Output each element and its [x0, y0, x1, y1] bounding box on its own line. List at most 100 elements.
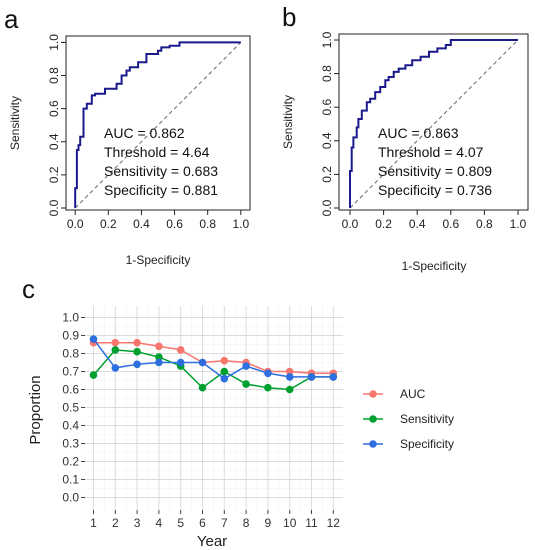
panel-b-y-tick-label: 0.0 [320, 199, 334, 216]
legend-label-sensitivity: Sensitivity [400, 412, 454, 426]
panel-b-auc-annotation: AUC = 0.863 [378, 125, 459, 141]
panel-a-y-tick-label: 0.6 [47, 100, 61, 117]
panel-c-x-tick-label: 10 [283, 516, 297, 530]
data-point-sensitivity [220, 367, 229, 376]
panel-c-y-tick-label: 1.0 [62, 311, 79, 325]
panel-c-y-tick-label: 0.8 [62, 347, 79, 361]
panel-a-x-tick-label: 0.0 [67, 217, 84, 231]
panel-c-x-tick-label: 6 [199, 516, 206, 530]
panel-a-y-tick-label: 0.8 [47, 67, 61, 84]
panel-b-y-tick-label: 1.0 [320, 31, 334, 48]
panel-b-x-tick-label: 0.8 [476, 217, 493, 231]
data-point-sensitivity [242, 380, 250, 388]
panel-c-y-tick-label: 0.5 [62, 401, 79, 415]
panel-a-y-tick-label: 0.0 [47, 199, 61, 216]
data-point-sensitivity [89, 371, 98, 379]
panel-c-series [89, 335, 338, 394]
data-point-auc [155, 342, 163, 351]
panel-a-label: a [4, 4, 19, 34]
panel-c-x-tick-label: 7 [221, 516, 228, 530]
panel-a-axes: 0.0 0.0 0.2 0.2 0.4 0.4 0.6 0.6 0.8 0.8 1.0 1.0 [47, 34, 249, 231]
panel-b-axes: 0.0 0.0 0.2 0.2 0.4 0.4 0.6 0.6 0.8 0.8 1.0 1.0 [320, 31, 527, 231]
panel-c-x-tick-label: 3 [134, 516, 141, 530]
data-point-sensitivity [198, 383, 207, 392]
panel-a-x-tick-label: 0.2 [100, 217, 117, 231]
panel-c-x-tick-label: 1 [90, 516, 97, 530]
panel-b-reference-diagonal [349, 39, 519, 209]
legend-key-marker-auc [369, 390, 377, 398]
panel-c-x-tick-label: 8 [243, 516, 250, 530]
panel-c: c 1 2 3 4 5 6 7 8 9 10 11 120.00.10.20.30.40.50.60.… [22, 274, 454, 550]
data-point-sensitivity [155, 353, 163, 361]
data-point-auc [220, 356, 229, 365]
data-point-specificity [307, 373, 316, 381]
panel-c-y-tick-label: 0.9 [62, 329, 79, 343]
data-point-auc [285, 367, 294, 376]
panel-b-y-tick-label: 0.4 [320, 132, 334, 149]
panel-b-threshold-annotation: Threshold = 4.07 [378, 144, 484, 160]
data-point-specificity [89, 335, 98, 343]
panel-c-x-tick-label: 12 [327, 516, 341, 530]
data-point-auc [176, 346, 185, 354]
legend-key-marker-sensitivity [369, 415, 377, 423]
panel-c-axes: 1 2 3 4 5 6 7 8 9 10 11 120.00.10.20.30.40.50.60.70… [62, 311, 340, 531]
panel-a-x-tick-label: 0.4 [133, 217, 150, 231]
panel-c-label: c [22, 274, 35, 304]
panel-a-y-axis-title: Sensitivity [8, 96, 22, 150]
data-point-specificity [264, 369, 272, 378]
panel-b-label: b [282, 2, 296, 32]
panel-c-y-tick-label: 0.3 [62, 437, 79, 451]
panel-b-roc-curve [349, 39, 518, 208]
panel-c-y-axis-title: Proportion [27, 375, 44, 444]
panel-b-x-tick-label: 0.2 [375, 217, 392, 231]
legend-key-marker-specificity [369, 440, 377, 448]
panel-a-y-tick-label: 0.4 [47, 133, 61, 150]
panel-a-x-axis-title: 1-Specificity [126, 253, 191, 267]
panel-a-x-tick-label: 0.6 [166, 217, 183, 231]
panel-a-x-tick-label: 0.8 [199, 217, 216, 231]
panel-b-plot-frame [338, 33, 529, 211]
panel-b-y-tick-label: 0.2 [320, 166, 334, 183]
data-point-sensitivity [285, 385, 294, 394]
panel-a-threshold-annotation: Threshold = 4.64 [104, 144, 210, 160]
panel-a-sensitivity-annotation: Sensitivity = 0.683 [104, 163, 218, 179]
data-point-auc [111, 338, 120, 347]
legend-label-specificity: Specificity [400, 437, 454, 451]
data-point-sensitivity [133, 347, 141, 356]
panel-b-x-tick-label: 0.0 [342, 217, 359, 231]
data-point-sensitivity [264, 383, 272, 392]
panel-a-x-tick-label: 1.0 [232, 217, 249, 231]
panel-a: a 0.0 0.0 0.2 0.2 0.4 0.4 0.6 0.6 0.8 0.8 1.0 1.0 1… [4, 4, 251, 267]
legend-label-auc: AUC [400, 387, 426, 401]
panel-b-x-tick-label: 0.6 [442, 217, 459, 231]
data-point-specificity [198, 358, 207, 367]
data-point-specificity [242, 362, 250, 370]
panel-c-y-tick-label: 0.1 [62, 473, 79, 487]
panel-b-specificity-annotation: Specificity = 0.736 [378, 182, 492, 198]
panel-c-y-tick-label: 0.4 [62, 419, 79, 433]
panel-a-auc-annotation: AUC = 0.862 [104, 125, 185, 141]
panel-c-x-tick-label: 9 [265, 516, 272, 530]
data-point-specificity [133, 360, 141, 369]
panel-c-x-tick-label: 5 [177, 516, 184, 530]
data-point-specificity [220, 374, 229, 383]
panel-c-x-axis-title: Year [197, 533, 227, 550]
panel-b-y-tick-label: 0.6 [320, 99, 334, 116]
panel-b-y-tick-label: 0.8 [320, 65, 334, 82]
panel-b-sensitivity-annotation: Sensitivity = 0.809 [378, 163, 492, 179]
panel-c-x-tick-label: 4 [156, 516, 163, 530]
panel-c-legend: AUC Sensitivity Specificity [363, 387, 454, 451]
panel-b-y-axis-title: Sensitivity [281, 95, 295, 149]
panel-a-specificity-annotation: Specificity = 0.881 [104, 182, 218, 198]
panel-c-x-tick-label: 11 [305, 516, 318, 530]
data-point-specificity [176, 358, 185, 367]
data-point-specificity [111, 364, 120, 372]
panel-b: b 0.0 0.0 0.2 0.2 0.4 0.4 0.6 0.6 0.8 0.8 1.0 1.0 1… [281, 2, 529, 273]
panel-a-y-tick-label: 1.0 [47, 34, 61, 51]
panel-c-x-tick-label: 2 [112, 516, 119, 530]
data-point-specificity [329, 373, 338, 381]
panel-a-roc-curve [74, 41, 241, 208]
panel-c-y-tick-label: 0.2 [62, 455, 79, 469]
panel-b-x-tick-label: 0.4 [409, 217, 426, 231]
panel-a-plot-frame [65, 35, 251, 211]
